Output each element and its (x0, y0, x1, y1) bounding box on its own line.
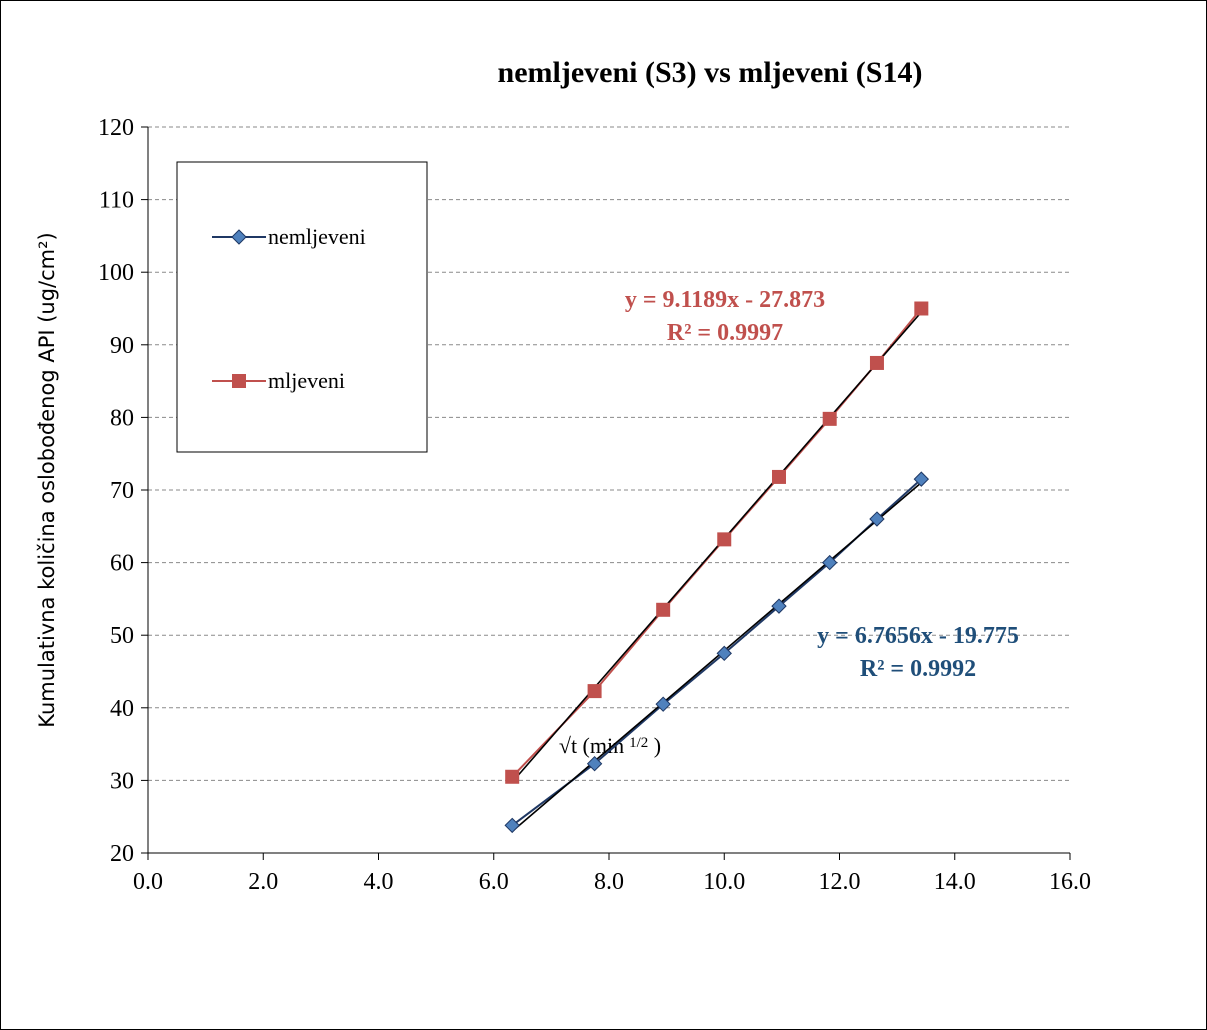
point-nemljeveni-1 (586, 755, 603, 772)
chart-title: nemljeveni (S3) vs mljeveni (S14) (498, 56, 923, 89)
point-mljeveni-3 (717, 532, 732, 547)
x-tick-label-16.0: 16.0 (1049, 869, 1091, 895)
y-axis-label: Kumulativna količina oslobođenog API (ug… (35, 232, 59, 728)
y-tick-label-60: 60 (110, 551, 134, 577)
legend: nemljeveni mljeveni (176, 161, 428, 453)
trend-equation-mljeveni: y = 9.1189x - 27.873 (625, 287, 825, 313)
trend-r2-mljeveni: R² = 0.9997 (667, 320, 783, 346)
point-nemljeveni-2 (655, 696, 671, 712)
y-tick-label-30: 30 (110, 768, 134, 794)
trend-r2-nemljeveni: R² = 0.9992 (860, 656, 976, 682)
axes (141, 126, 1071, 860)
y-tick-label-110: 110 (99, 188, 134, 214)
point-mljeveni-2 (656, 602, 671, 617)
legend-box (176, 161, 428, 453)
x-tick-label-10.0: 10.0 (703, 869, 745, 895)
series-line-mljeveni (511, 307, 923, 778)
x-tick-label-6.0: 6.0 (479, 869, 509, 895)
trend-equation-nemljeveni: y = 6.7656x - 19.775 (817, 623, 1019, 649)
point-nemljeveni-6 (869, 511, 885, 527)
y-tick-label-90: 90 (110, 333, 134, 359)
y-tick-label-40: 40 (110, 696, 134, 722)
trendline-layer (511, 311, 922, 832)
legend-label-mljeveni: mljeveni (268, 368, 345, 393)
y-tick-label-80: 80 (110, 405, 134, 431)
legend-marker-mljeveni (232, 374, 246, 388)
y-tick-labels: 20 30 40 50 60 70 80 90 100 110 120 (98, 115, 134, 867)
x-axis-label: √t (min 1/2 ) (559, 733, 661, 758)
x-tick-label-0.0: 0.0 (133, 869, 163, 895)
point-mljeveni-7 (914, 301, 929, 316)
y-tick-label-50: 50 (110, 623, 134, 649)
legend-marker-nemljeveni (231, 229, 247, 245)
trendline-mljeveni (511, 311, 922, 783)
x-tick-labels: 0.0 2.0 4.0 6.0 8.0 10.0 12.0 14.0 16.0 (133, 869, 1091, 895)
series-line-nemljeveni (511, 478, 922, 827)
point-mljeveni-4 (771, 469, 786, 484)
point-mljeveni-1 (587, 684, 602, 699)
point-mljeveni-6 (869, 355, 884, 370)
x-axis-label-end: ) (648, 733, 661, 758)
legend-label-nemljeveni: nemljeveni (268, 224, 366, 249)
x-axis-label-sup: 1/2 (629, 735, 648, 751)
y-tick-label-100: 100 (98, 260, 134, 286)
x-tick-label-8.0: 8.0 (594, 869, 624, 895)
point-nemljeveni-0 (504, 817, 520, 834)
x-tick-label-4.0: 4.0 (364, 869, 394, 895)
point-nemljeveni-7 (913, 471, 930, 487)
x-tick-label-14.0: 14.0 (934, 869, 976, 895)
point-nemljeveni-4 (771, 598, 787, 614)
point-mljeveni-0 (505, 769, 520, 784)
marker-layer (504, 301, 930, 834)
y-tick-label-120: 120 (98, 115, 134, 141)
point-nemljeveni-3 (716, 645, 732, 662)
y-tick-label-20: 20 (110, 841, 134, 867)
point-mljeveni-5 (822, 411, 837, 426)
point-nemljeveni-5 (821, 554, 838, 571)
x-tick-label-12.0: 12.0 (819, 869, 861, 895)
y-tick-label-70: 70 (110, 478, 134, 504)
x-tick-label-2.0: 2.0 (248, 869, 278, 895)
trendline-nemljeveni (511, 481, 922, 832)
